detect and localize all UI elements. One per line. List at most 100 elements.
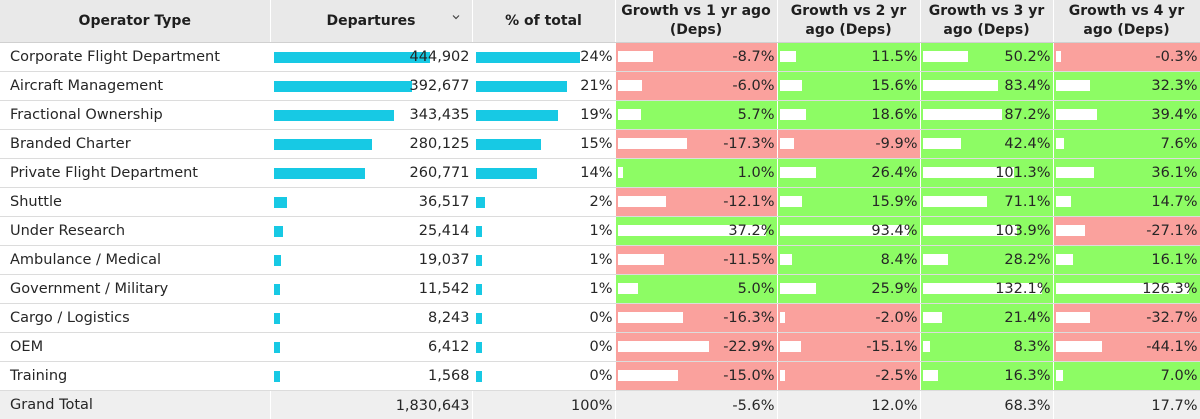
pct-total-cell: 21% (472, 72, 615, 101)
header-growth-1yr[interactable]: Growth vs 1 yr ago (Deps) (615, 0, 777, 43)
pct-total-bar (476, 255, 482, 266)
growth-bar (618, 167, 623, 178)
pct-total-cell: 1% (472, 275, 615, 304)
operator-type-label: Under Research (10, 223, 125, 239)
growth-3yr-cell: 103.9% (920, 217, 1053, 246)
growth-bar (1056, 167, 1094, 178)
pct-total-value: 14% (580, 165, 612, 181)
header-departures[interactable]: Departures (270, 0, 472, 43)
pct-total-cell: 24% (472, 43, 615, 72)
pct-total-value: 24% (580, 49, 612, 65)
growth-3yr-cell: 83.4% (920, 72, 1053, 101)
pct-total-value: 1% (589, 223, 612, 239)
departures-value: 1,568 (428, 368, 470, 384)
header-operator-type[interactable]: Operator Type (0, 0, 270, 43)
header-row: Operator Type Departures % of total Grow… (0, 0, 1200, 43)
header-pct-total[interactable]: % of total (472, 0, 615, 43)
growth-1yr-cell: -11.5% (615, 246, 777, 275)
growth-bar (923, 312, 942, 323)
chevron-down-icon[interactable] (452, 13, 460, 21)
growth-3yr-cell: 101.3% (920, 159, 1053, 188)
growth-bar (618, 109, 641, 120)
pct-total-value: 0% (589, 310, 612, 326)
growth-2yr-cell: 11.5% (777, 43, 920, 72)
growth-value: -44.1% (1146, 339, 1197, 355)
operator-type-cell: Cargo / Logistics (0, 304, 270, 333)
pct-total-value: 1% (589, 252, 612, 268)
growth-4yr-cell: 36.1% (1053, 159, 1200, 188)
operator-type-cell: Fractional Ownership (0, 101, 270, 130)
departures-bar (274, 226, 283, 237)
growth-value: 7.0% (1161, 368, 1198, 384)
operator-type-cell: Training (0, 362, 270, 391)
growth-value: 37.2% (728, 223, 774, 239)
growth-bar (618, 254, 664, 265)
growth-2yr-cell: 93.4% (777, 217, 920, 246)
growth-4yr-cell: -44.1% (1053, 333, 1200, 362)
operator-type-cell: Private Flight Department (0, 159, 270, 188)
growth-value: 87.2% (1004, 107, 1050, 123)
header-growth-4yr[interactable]: Growth vs 4 yr ago (Deps) (1053, 0, 1200, 43)
growth-2yr-cell: -15.1% (777, 333, 920, 362)
growth-value: -15.0% (723, 368, 774, 384)
operator-type-label: Branded Charter (10, 136, 131, 152)
growth-bar (923, 138, 961, 149)
growth-2yr-cell: -2.0% (777, 304, 920, 333)
growth-1yr-cell: -8.7% (615, 43, 777, 72)
growth-value: -2.5% (875, 368, 917, 384)
growth-value: 5.7% (738, 107, 775, 123)
growth-value: 126.3% (1142, 281, 1197, 297)
departures-value: 444,902 (410, 49, 470, 65)
growth-bar (780, 80, 802, 91)
pct-total-bar (476, 110, 558, 121)
growth-bar (618, 138, 687, 149)
departures-value: 36,517 (419, 194, 470, 210)
growth-bar (780, 254, 792, 265)
growth-bar (1056, 370, 1063, 381)
departures-value: 343,435 (410, 107, 470, 123)
table-row[interactable]: Under Research 25,414 1% 37.2%93.4%103.9% -2… (0, 217, 1200, 246)
growth-bar (1056, 254, 1073, 265)
departures-value: 19,037 (419, 252, 470, 268)
growth-1yr-cell: -15.0% (615, 362, 777, 391)
grand-total-growth-2yr: 12.0% (871, 398, 917, 414)
growth-value: 15.6% (871, 78, 917, 94)
growth-value: -9.9% (875, 136, 917, 152)
growth-bar (618, 283, 638, 294)
growth-1yr-cell: -6.0% (615, 72, 777, 101)
growth-value: 16.1% (1151, 252, 1197, 268)
header-growth-3yr[interactable]: Growth vs 3 yr ago (Deps) (920, 0, 1053, 43)
growth-value: 132.1% (995, 281, 1050, 297)
growth-bar (1056, 341, 1102, 352)
growth-value: 21.4% (1004, 310, 1050, 326)
growth-2yr-cell: 26.4% (777, 159, 920, 188)
growth-value: 8.4% (881, 252, 918, 268)
departures-cell: 6,412 (270, 333, 472, 362)
operator-type-cell: Shuttle (0, 188, 270, 217)
grand-total-growth-4yr: 17.7% (1151, 398, 1197, 414)
growth-value: -15.1% (866, 339, 917, 355)
pct-total-bar (476, 313, 482, 324)
grand-total-growth-1yr: -5.6% (732, 398, 774, 414)
header-growth-2yr[interactable]: Growth vs 2 yr ago (Deps) (777, 0, 920, 43)
growth-value: 18.6% (871, 107, 917, 123)
growth-value: 42.4% (1004, 136, 1050, 152)
departures-cell: 25,414 (270, 217, 472, 246)
pct-total-bar (476, 81, 567, 92)
growth-bar (1056, 109, 1097, 120)
departures-value: 392,677 (410, 78, 470, 94)
departures-value: 260,771 (410, 165, 470, 181)
pct-total-value: 2% (589, 194, 612, 210)
growth-value: -27.1% (1146, 223, 1197, 239)
